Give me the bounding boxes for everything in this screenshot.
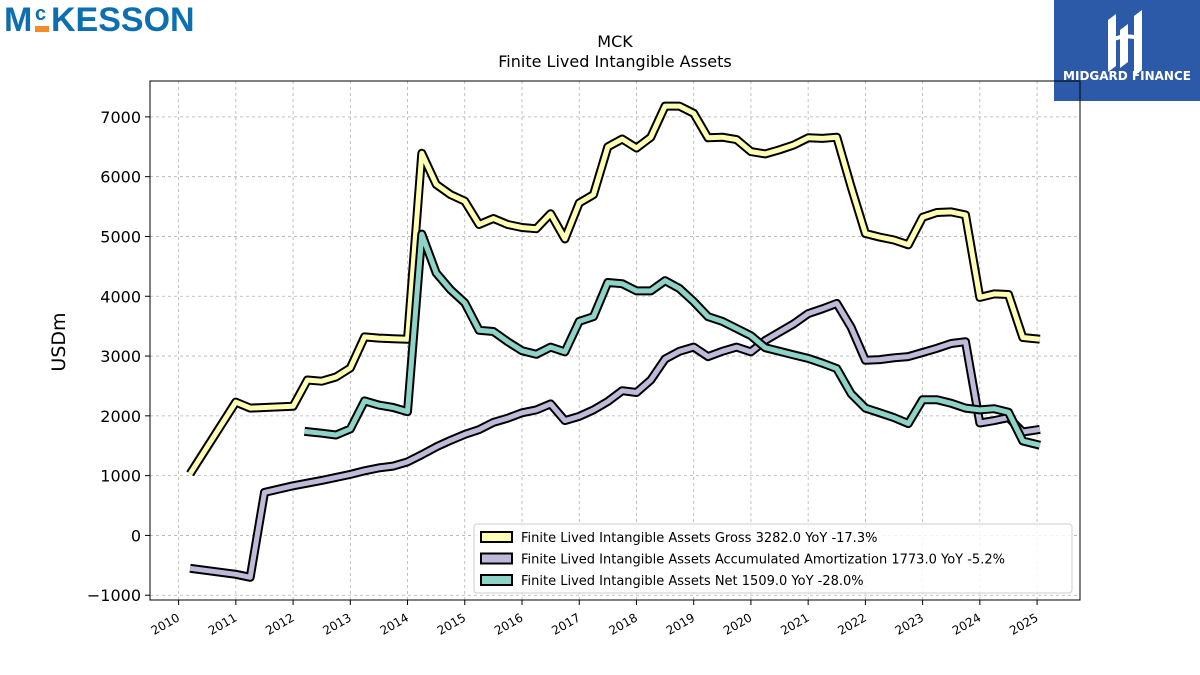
series-stroke [187, 103, 1041, 476]
y-tick-label: 4000 [100, 287, 141, 306]
y-tick-label: −1000 [87, 586, 141, 605]
x-tick-label: 2016 [492, 610, 525, 637]
x-tick-label: 2025 [1007, 610, 1040, 637]
series-lines [186, 101, 1041, 582]
series-line-3 [304, 229, 1041, 450]
chart-title: MCK [597, 32, 633, 51]
legend-box [473, 523, 1073, 594]
x-tick-label: 2019 [664, 610, 697, 637]
x-tick-label: 2024 [950, 610, 983, 637]
x-tick-label: 2010 [149, 610, 182, 637]
watermark-text: MIDGARD FINANCE [1063, 69, 1191, 83]
x-tick-label: 2013 [320, 610, 353, 637]
y-tick-label: 6000 [100, 168, 141, 187]
y-axis-label: USDm [48, 312, 70, 371]
legend-swatch [480, 574, 513, 586]
x-tick-label: 2015 [435, 610, 468, 637]
y-tick-label: 0 [131, 526, 141, 545]
y-tick-label: 1000 [100, 467, 141, 486]
x-tick-label: 2011 [206, 610, 239, 637]
logo-letter-c: c [35, 3, 46, 25]
x-tick-label: 2018 [607, 610, 640, 637]
legend-item-1: Finite Lived Intangible Assets Gross 328… [480, 531, 877, 546]
series-line-1 [186, 101, 1041, 477]
grid [150, 81, 1080, 600]
legend-item-3: Finite Lived Intangible Assets Net 1509.… [480, 574, 864, 589]
series-stroke [304, 231, 1041, 448]
x-axis: 2010 2011 2012 2013 2014 2015 2016 2017 2018 2019… [149, 600, 1041, 638]
x-tick-label: 2023 [893, 610, 926, 637]
x-tick-label: 2020 [721, 610, 754, 637]
legend-item-2: Finite Lived Intangible Assets Accumulat… [480, 552, 1005, 568]
x-tick-label: 2014 [378, 610, 411, 637]
series-line-2 [189, 298, 1041, 582]
x-tick-label: 2012 [263, 610, 296, 637]
y-tick-label: 2000 [100, 407, 141, 426]
legend-swatch [480, 552, 513, 565]
midgard-emblem-icon [1108, 10, 1142, 76]
legend: Finite Lived Intangible Assets Gross 328… [473, 523, 1073, 594]
x-tick-label: 2021 [778, 610, 811, 637]
y-tick-label: 5000 [100, 227, 141, 246]
legend-swatch [480, 531, 513, 543]
legend-label: Finite Lived Intangible Assets Accumulat… [521, 553, 1005, 568]
y-tick-label: 3000 [100, 347, 141, 366]
x-tick-label: 2017 [549, 610, 582, 637]
legend-label: Finite Lived Intangible Assets Gross 328… [521, 531, 877, 546]
logo-accent-bar [35, 26, 49, 32]
y-tick-label: 7000 [100, 108, 141, 127]
plot-frame [149, 80, 1081, 601]
series-stroke [189, 300, 1041, 580]
y-axis: −1000 0 1000 2000 3000 4000 5000 6000 7000 [87, 108, 150, 605]
x-tick-label: 2022 [835, 610, 868, 637]
mckesson-logo: M c KESSON [4, 0, 229, 40]
chart-subtitle: Finite Lived Intangible Assets [498, 52, 731, 71]
midgard-finance-logo: MIDGARD FINANCE [1054, 0, 1200, 101]
logo-word: KESSON [51, 1, 195, 39]
legend-label: Finite Lived Intangible Assets Net 1509.… [521, 574, 864, 589]
logo-letter-m: M [4, 1, 32, 39]
